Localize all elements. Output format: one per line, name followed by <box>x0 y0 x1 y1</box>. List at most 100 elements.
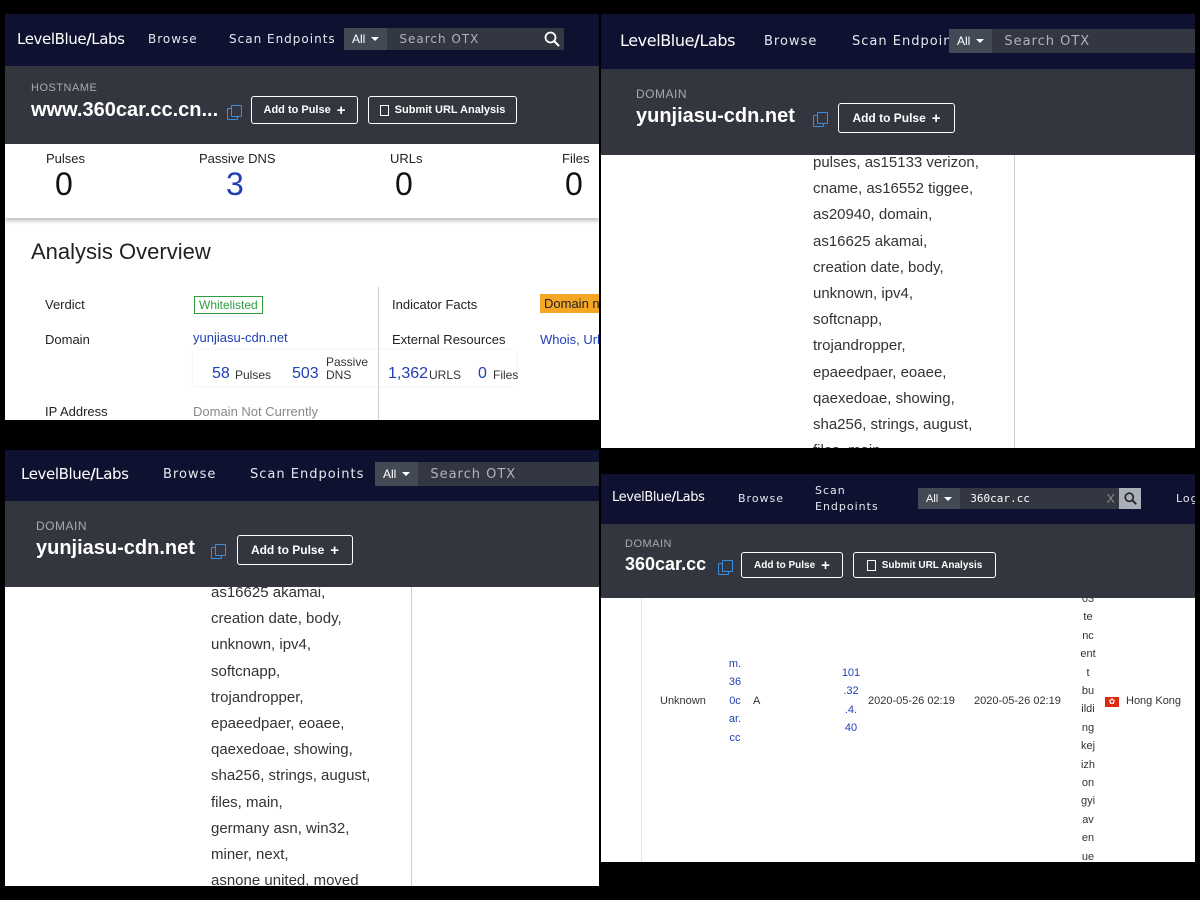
logo[interactable]: LevelBlue/Labs <box>17 30 125 48</box>
domain-counts: 58 Pulses 503 Passive DNS 1,362 URLS 0 F… <box>193 350 518 386</box>
verdict-label: Verdict <box>45 297 85 312</box>
add-to-pulse-button[interactable]: Add to Pulse + <box>838 103 955 133</box>
plus-icon: + <box>821 556 830 574</box>
search-scope-select[interactable]: All <box>949 29 993 53</box>
tag-line[interactable]: files, main, <box>813 438 979 448</box>
cell-hostname[interactable]: m. 36 0c ar. cc <box>725 655 745 747</box>
hong-kong-flag-icon: ✿ <box>1105 697 1119 707</box>
indicator-facts-badge: Domain n <box>540 294 599 313</box>
asn-fragment: bu <box>1081 685 1095 698</box>
copy-icon[interactable] <box>211 544 226 559</box>
nav-scan-endpoints-line1[interactable]: Scan <box>815 484 846 497</box>
urls-count[interactable]: 1,362 <box>388 365 429 382</box>
nav-browse[interactable]: Browse <box>738 492 785 505</box>
dns-count[interactable]: 503 <box>292 365 319 382</box>
submit-url-analysis-button[interactable]: Submit URL Analysis <box>853 552 996 578</box>
stat-files-value: 0 <box>565 166 583 202</box>
login-link[interactable]: Log <box>1176 492 1195 505</box>
hostname-fragment: 0c <box>729 694 741 707</box>
tag-line[interactable]: softcnapp, <box>813 311 883 329</box>
tag-line[interactable]: creation date, body, <box>211 610 342 628</box>
tag-line[interactable]: trojandropper, <box>211 688 304 706</box>
tag-line[interactable]: sha256, strings, august, <box>813 416 973 434</box>
tag-line[interactable]: qaexedoae, showing, <box>211 741 353 759</box>
stat-passive-dns-label: Passive DNS <box>199 151 276 166</box>
search-bar: All Search OTX <box>949 29 1195 53</box>
nav-browse[interactable]: Browse <box>163 467 217 482</box>
nav-browse[interactable]: Browse <box>764 34 818 49</box>
tag-line[interactable]: as16625 akamai, <box>813 232 928 250</box>
tag-line[interactable]: qaexedoae, showing, <box>813 389 955 407</box>
asn-fragment: gyi <box>1080 795 1096 808</box>
chevron-down-icon <box>402 472 411 476</box>
stat-passive-dns-value[interactable]: 3 <box>226 166 244 202</box>
search-scope-select[interactable]: All <box>918 488 961 509</box>
search-scope-select[interactable]: All <box>375 462 419 486</box>
tag-line[interactable]: sha256, strings, august, <box>211 767 371 785</box>
clear-search-button[interactable]: X <box>1106 491 1115 506</box>
copy-icon[interactable] <box>227 105 242 120</box>
pulses-count[interactable]: 58 <box>212 365 230 382</box>
tag-line[interactable]: germany asn, win32, <box>211 819 350 837</box>
tag-line[interactable]: miner, next, <box>211 846 289 864</box>
search-scope-select[interactable]: All <box>344 28 388 50</box>
asn-fragment: te <box>1083 611 1093 624</box>
nav-scan-endpoints-line2[interactable]: Endpoints <box>815 500 879 513</box>
tag-line[interactable]: asnone united, moved <box>211 872 359 886</box>
search-bar: All Search OTX <box>375 462 599 486</box>
nav-scan-endpoints[interactable]: Scan Endpoints <box>852 34 967 49</box>
files-count[interactable]: 0 <box>478 365 487 382</box>
plus-icon: + <box>336 101 346 119</box>
tag-line[interactable]: unknown, ipv4, <box>813 285 914 303</box>
tag-line[interactable]: epaeedpaer, eoaee, <box>813 363 947 381</box>
hostname-fragment: 36 <box>728 676 742 689</box>
logo[interactable]: LevelBlue/Labs <box>620 31 736 50</box>
address-fragment: 40 <box>844 722 858 735</box>
external-resources-links[interactable]: Whois, Url <box>540 332 599 347</box>
add-to-pulse-button[interactable]: Add to Pulse + <box>237 535 353 565</box>
copy-icon[interactable] <box>718 560 733 575</box>
search-input[interactable]: Search OTX <box>399 32 480 46</box>
search-button[interactable] <box>1119 488 1141 509</box>
verdict-badge: Whitelisted <box>194 296 263 314</box>
tag-line[interactable]: epaeedpaer, eoaee, <box>211 715 345 733</box>
tag-line[interactable]: as16625 akamai, <box>211 584 326 601</box>
logo[interactable]: LevelBlue/Labs <box>21 465 129 483</box>
asn-fragment: nc <box>1082 629 1094 642</box>
indicator-type: DOMAIN <box>625 538 672 550</box>
indicator-facts-label: Indicator Facts <box>392 297 478 312</box>
nav-scan-endpoints[interactable]: Scan Endpoints <box>250 467 365 482</box>
search-input[interactable]: 360car.cc <box>970 492 1030 505</box>
column-divider <box>411 587 412 886</box>
indicator-header: DOMAIN yunjiasu-cdn.net Add to Pulse + <box>601 69 1195 155</box>
add-to-pulse-button[interactable]: Add to Pulse + <box>251 96 358 124</box>
search-icon[interactable] <box>544 31 560 47</box>
tag-line[interactable]: creation date, body, <box>813 258 944 276</box>
page-title: yunjiasu-cdn.net <box>36 537 195 559</box>
search-input[interactable]: Search OTX <box>430 466 517 482</box>
tag-line[interactable]: unknown, ipv4, <box>211 636 312 654</box>
top-nav: LevelBlue/Labs Browse Scan Endpoints All… <box>5 450 599 501</box>
add-to-pulse-button[interactable]: Add to Pulse + <box>741 552 843 578</box>
submit-url-analysis-button[interactable]: Submit URL Analysis <box>368 96 517 124</box>
copy-icon[interactable] <box>813 112 828 127</box>
cell-type: A <box>753 695 761 707</box>
tag-line[interactable]: pulses, as15133 verizon, <box>813 154 979 171</box>
domain-link[interactable]: yunjiasu-cdn.net <box>193 330 288 345</box>
nav-browse[interactable]: Browse <box>148 32 198 46</box>
cell-address[interactable]: 101 .32 .4. 40 <box>841 664 861 738</box>
table-row: Unknown m. 36 0c ar. cc A 101 .32 .4. 40 2020-0… <box>641 593 1195 862</box>
logo[interactable]: LevelBlue/Labs <box>612 490 705 505</box>
document-icon <box>379 104 389 116</box>
tag-line[interactable]: cname, as16552 tiggee, <box>813 180 974 198</box>
tag-line[interactable]: trojandropper, <box>813 337 906 355</box>
page-title: yunjiasu-cdn.net <box>636 105 795 127</box>
indicator-header: DOMAIN 360car.cc Add to Pulse + Submit UR… <box>601 524 1195 598</box>
tag-line[interactable]: as20940, domain, <box>813 206 933 224</box>
search-bar: All Search OTX <box>344 28 564 50</box>
search-input[interactable]: Search OTX <box>1004 33 1091 49</box>
tag-line[interactable]: files, main, <box>211 793 283 811</box>
nav-scan-endpoints[interactable]: Scan Endpoints <box>229 32 336 46</box>
stat-pulses-label: Pulses <box>46 151 86 166</box>
tag-line[interactable]: softcnapp, <box>211 662 281 680</box>
